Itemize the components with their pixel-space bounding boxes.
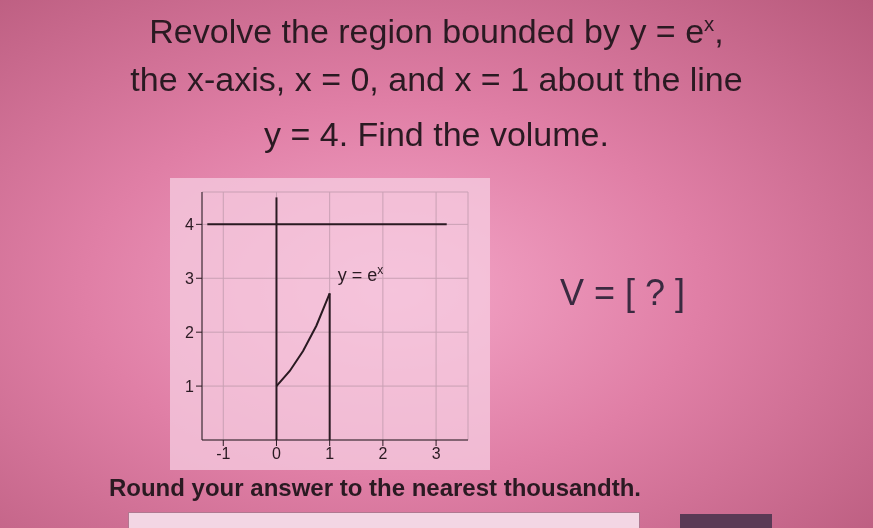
html-text:V = [ ? ]: V = [ ? ] [560, 272, 686, 313]
svg-text:4: 4 [185, 216, 194, 233]
svg-text:0: 0 [272, 445, 281, 462]
svg-text:3: 3 [432, 445, 441, 462]
svg-text:2: 2 [378, 445, 387, 462]
svg-text:1: 1 [325, 445, 334, 462]
svg-text:2: 2 [185, 324, 194, 341]
svg-text:y = ex: y = ex [338, 263, 384, 285]
html-text:the x-axis, x = 0, and x = 1 a: the x-axis, x = 0, and x = 1 about the l… [130, 60, 743, 98]
html-text:y = 4. Find the volume.: y = 4. Find the volume. [264, 115, 609, 153]
svg-text:-1: -1 [216, 445, 230, 462]
svg-text:3: 3 [185, 270, 194, 287]
svg-text:1: 1 [185, 378, 194, 395]
html-text:Revolve the region bounded by: Revolve the region bounded by y = ex, [149, 12, 724, 51]
html-text:Round your answer to the neare: Round your answer to the nearest thousan… [109, 474, 641, 501]
